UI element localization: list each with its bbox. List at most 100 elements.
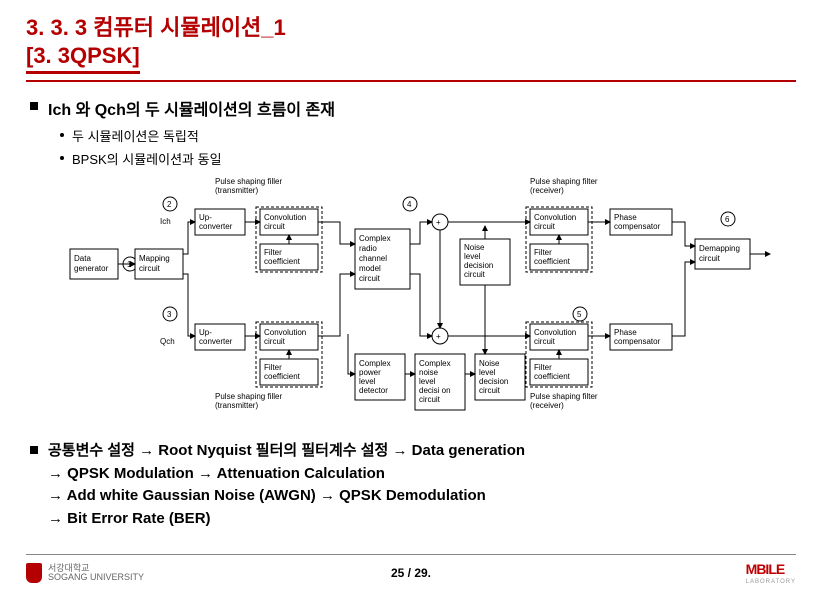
title-line-2: [3. 3QPSK]: [26, 42, 140, 75]
svg-text:coefficient: coefficient: [534, 257, 571, 266]
uni-name-en: SOGANG UNIVERSITY: [48, 573, 144, 582]
dot-bullet-icon: [60, 133, 64, 137]
dot-bullet-icon: [60, 156, 64, 160]
svg-text:detector: detector: [359, 386, 388, 395]
svg-text:4: 4: [407, 200, 412, 209]
svg-text:(receiver): (receiver): [530, 401, 564, 410]
svg-text:Demapping: Demapping: [699, 244, 740, 253]
footer-divider: [26, 554, 796, 555]
flow-line-3: → Add white Gaussian Noise (AWGN) → QPSK…: [48, 485, 525, 508]
svg-text:+: +: [436, 332, 441, 341]
svg-text:noise: noise: [419, 368, 439, 377]
svg-text:coefficient: coefficient: [534, 372, 571, 381]
svg-text:Complex: Complex: [359, 234, 391, 243]
svg-text:compensator: compensator: [614, 222, 661, 231]
svg-text:coefficient: coefficient: [264, 372, 301, 381]
svg-text:2: 2: [167, 200, 172, 209]
brand-sub: LABORATORY: [746, 579, 796, 585]
bullet-1-2: BPSK의 시뮬레이션과 동일: [60, 149, 796, 168]
svg-text:circuit: circuit: [464, 270, 486, 279]
svg-text:Convolution: Convolution: [534, 328, 576, 337]
bullet-1-1-text: 두 시뮬레이션은 독립적: [72, 126, 199, 145]
svg-text:Filter: Filter: [534, 363, 552, 372]
svg-text:power: power: [359, 368, 381, 377]
svg-text:(receiver): (receiver): [530, 186, 564, 195]
svg-text:Complex: Complex: [359, 359, 391, 368]
footer: 서강대학교 SOGANG UNIVERSITY 25 / 29. MBILE L…: [0, 561, 822, 585]
svg-text:Up-: Up-: [199, 213, 212, 222]
svg-text:Pulse shaping filter: Pulse shaping filter: [530, 392, 598, 401]
square-bullet-icon: [30, 446, 38, 454]
bullet-1-2-text: BPSK의 시뮬레이션과 동일: [72, 149, 222, 168]
svg-text:Convolution: Convolution: [534, 213, 576, 222]
svg-text:decision: decision: [464, 261, 493, 270]
svg-text:Filter: Filter: [534, 248, 552, 257]
flow-line-4: → Bit Error Rate (BER): [48, 508, 525, 531]
svg-text:circuit: circuit: [419, 395, 441, 404]
svg-text:Noise: Noise: [464, 243, 485, 252]
svg-text:Phase: Phase: [614, 213, 637, 222]
svg-text:channel: channel: [359, 254, 387, 263]
page-number: 25 / 29.: [391, 566, 431, 580]
shield-icon: [26, 563, 42, 583]
title-underline: [26, 80, 796, 82]
svg-text:5: 5: [577, 310, 582, 319]
svg-text:decision: decision: [479, 377, 508, 386]
block-diagram: Pulse shaping filler (transmitter) Pulse…: [60, 174, 796, 434]
svg-text:coefficient: coefficient: [264, 257, 301, 266]
svg-text:level: level: [359, 377, 376, 386]
svg-text:(transmitter): (transmitter): [215, 186, 258, 195]
svg-text:6: 6: [725, 215, 730, 224]
svg-text:circuit: circuit: [479, 386, 501, 395]
svg-text:circuit: circuit: [139, 264, 161, 273]
svg-text:decisi on: decisi on: [419, 386, 451, 395]
svg-text:Filter: Filter: [264, 248, 282, 257]
bullet-1-1: 두 시뮬레이션은 독립적: [60, 126, 796, 145]
bullet-1: Ich 와 Qch의 두 시뮬레이션의 흐름이 존재: [30, 96, 796, 120]
label-psf-tx: Pulse shaping filler: [215, 177, 282, 186]
svg-text:Qch: Qch: [160, 337, 175, 346]
svg-text:3: 3: [167, 310, 172, 319]
svg-text:circuit: circuit: [699, 254, 721, 263]
svg-text:+: +: [436, 218, 441, 227]
svg-text:level: level: [479, 368, 496, 377]
svg-text:model: model: [359, 264, 381, 273]
svg-text:circuit: circuit: [264, 222, 286, 231]
slide-title: 3. 3. 3 컴퓨터 시뮬레이션_1 [3. 3QPSK]: [26, 14, 796, 74]
svg-text:Ich: Ich: [160, 217, 171, 226]
flow-line-2: → QPSK Modulation → Attenuation Calculat…: [48, 463, 525, 486]
svg-text:level: level: [419, 377, 436, 386]
title-line-1: 3. 3. 3 컴퓨터 시뮬레이션_1: [26, 14, 796, 42]
svg-text:Noise: Noise: [479, 359, 500, 368]
bullet-2: 공통변수 설정 → Root Nyquist 필터의 필터계수 설정 → Dat…: [30, 440, 796, 530]
diagram-svg: Pulse shaping filler (transmitter) Pulse…: [60, 174, 780, 429]
brand-text: BILE: [756, 561, 784, 577]
bullet-1-text: Ich 와 Qch의 두 시뮬레이션의 흐름이 존재: [48, 96, 335, 120]
svg-text:circuit: circuit: [534, 222, 556, 231]
svg-text:Convolution: Convolution: [264, 213, 306, 222]
svg-text:Complex: Complex: [419, 359, 451, 368]
svg-text:circuit: circuit: [264, 337, 286, 346]
svg-text:Phase: Phase: [614, 328, 637, 337]
svg-text:converter: converter: [199, 337, 233, 346]
svg-text:Convolution: Convolution: [264, 328, 306, 337]
square-bullet-icon: [30, 102, 38, 110]
flow-line-1: 공통변수 설정 → Root Nyquist 필터의 필터계수 설정 → Dat…: [48, 440, 525, 463]
svg-text:Data: Data: [74, 254, 91, 263]
label-psf-rx: Pulse shaping filter: [530, 177, 598, 186]
svg-text:Up-: Up-: [199, 328, 212, 337]
university-logo: 서강대학교 SOGANG UNIVERSITY: [26, 563, 144, 583]
svg-text:Mapping: Mapping: [139, 254, 170, 263]
svg-text:(transmitter): (transmitter): [215, 401, 258, 410]
svg-text:compensator: compensator: [614, 337, 661, 346]
svg-text:circuit: circuit: [534, 337, 556, 346]
svg-text:converter: converter: [199, 222, 233, 231]
brand-m: M: [746, 561, 757, 577]
svg-text:Filter: Filter: [264, 363, 282, 372]
svg-text:circuit: circuit: [359, 274, 381, 283]
svg-text:generator: generator: [74, 264, 109, 273]
svg-text:radio: radio: [359, 244, 377, 253]
lab-logo: MBILE LABORATORY: [746, 561, 796, 585]
svg-text:level: level: [464, 252, 481, 261]
svg-text:Pulse shaping filler: Pulse shaping filler: [215, 392, 282, 401]
